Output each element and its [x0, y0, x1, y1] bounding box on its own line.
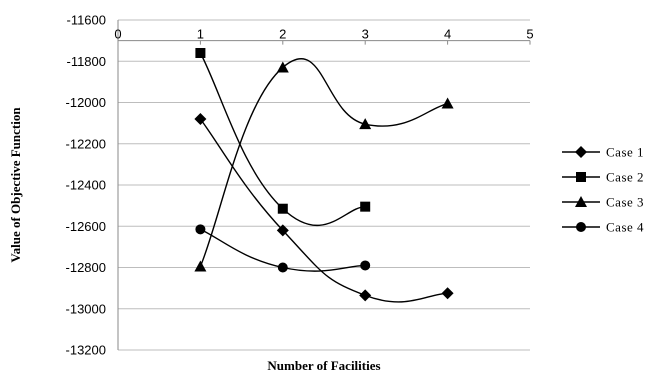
series-case-3 — [194, 58, 454, 272]
data-point-case-2 — [277, 203, 288, 214]
data-point-case-2 — [360, 201, 371, 212]
legend-marker-case-1 — [575, 146, 587, 158]
legend: Case 1 Case 2 Case 3 Case 4 — [562, 145, 644, 235]
x-tick-label: 2 — [279, 27, 286, 42]
data-point-case-4 — [360, 260, 371, 271]
series-line-case-3 — [199, 58, 448, 267]
data-point-case-1 — [276, 224, 289, 237]
legend-item-case-2: Case 2 — [562, 170, 644, 185]
legend-item-case-4: Case 4 — [562, 220, 644, 235]
data-point-case-1 — [441, 287, 454, 300]
legend-item-case-3: Case 3 — [562, 195, 644, 210]
legend-label-case-2: Case 2 — [606, 170, 644, 185]
data-point-case-3 — [194, 260, 207, 272]
data-point-case-1 — [359, 289, 372, 302]
y-tick-label: -12000 — [66, 95, 106, 110]
x-axis-title: Number of Facilities — [267, 358, 380, 373]
y-tick-label: -13200 — [66, 343, 106, 358]
data-point-case-3 — [276, 61, 289, 73]
data-point-case-3 — [441, 97, 454, 109]
y-tick-label: -13000 — [66, 301, 106, 316]
y-tick-label: -11800 — [66, 54, 106, 69]
y-tick-label: -12200 — [66, 136, 106, 151]
legend-marker-case-4 — [576, 222, 586, 232]
x-tick-label: 3 — [362, 27, 369, 42]
series-case-4 — [195, 224, 371, 273]
series-line-case-1 — [199, 118, 448, 303]
legend-item-case-1: Case 1 — [562, 145, 644, 160]
x-tick-label: 0 — [114, 27, 121, 42]
legend-marker-case-2 — [576, 172, 586, 182]
data-point-case-3 — [359, 118, 372, 130]
series-line-case-2 — [199, 52, 366, 227]
y-tick-label: -12800 — [66, 260, 106, 275]
series-case-1 — [194, 113, 454, 303]
x-tick-label: 4 — [444, 27, 451, 42]
y-axis-title: Value of Objective Function — [8, 107, 23, 263]
y-tick-label: -12600 — [66, 219, 106, 234]
data-point-case-4 — [277, 262, 288, 273]
data-point-case-2 — [195, 48, 206, 58]
data-point-case-1 — [194, 113, 207, 125]
series-case-2 — [195, 48, 371, 227]
legend-label-case-4: Case 4 — [606, 220, 644, 235]
x-tick-label: 1 — [197, 27, 204, 42]
x-tick-label: 5 — [526, 27, 533, 42]
legend-label-case-3: Case 3 — [606, 195, 644, 210]
grid-lines — [118, 19, 530, 351]
data-point-case-4 — [195, 224, 206, 235]
series-group — [194, 48, 454, 303]
y-tick-label: -12400 — [66, 178, 106, 193]
legend-label-case-1: Case 1 — [606, 145, 644, 160]
legend-marker-case-3 — [575, 196, 587, 207]
y-tick-label: -11600 — [66, 13, 106, 28]
axes: -11600 -11800 -12000 -12200 -12400 -12600 -128… — [66, 13, 534, 358]
